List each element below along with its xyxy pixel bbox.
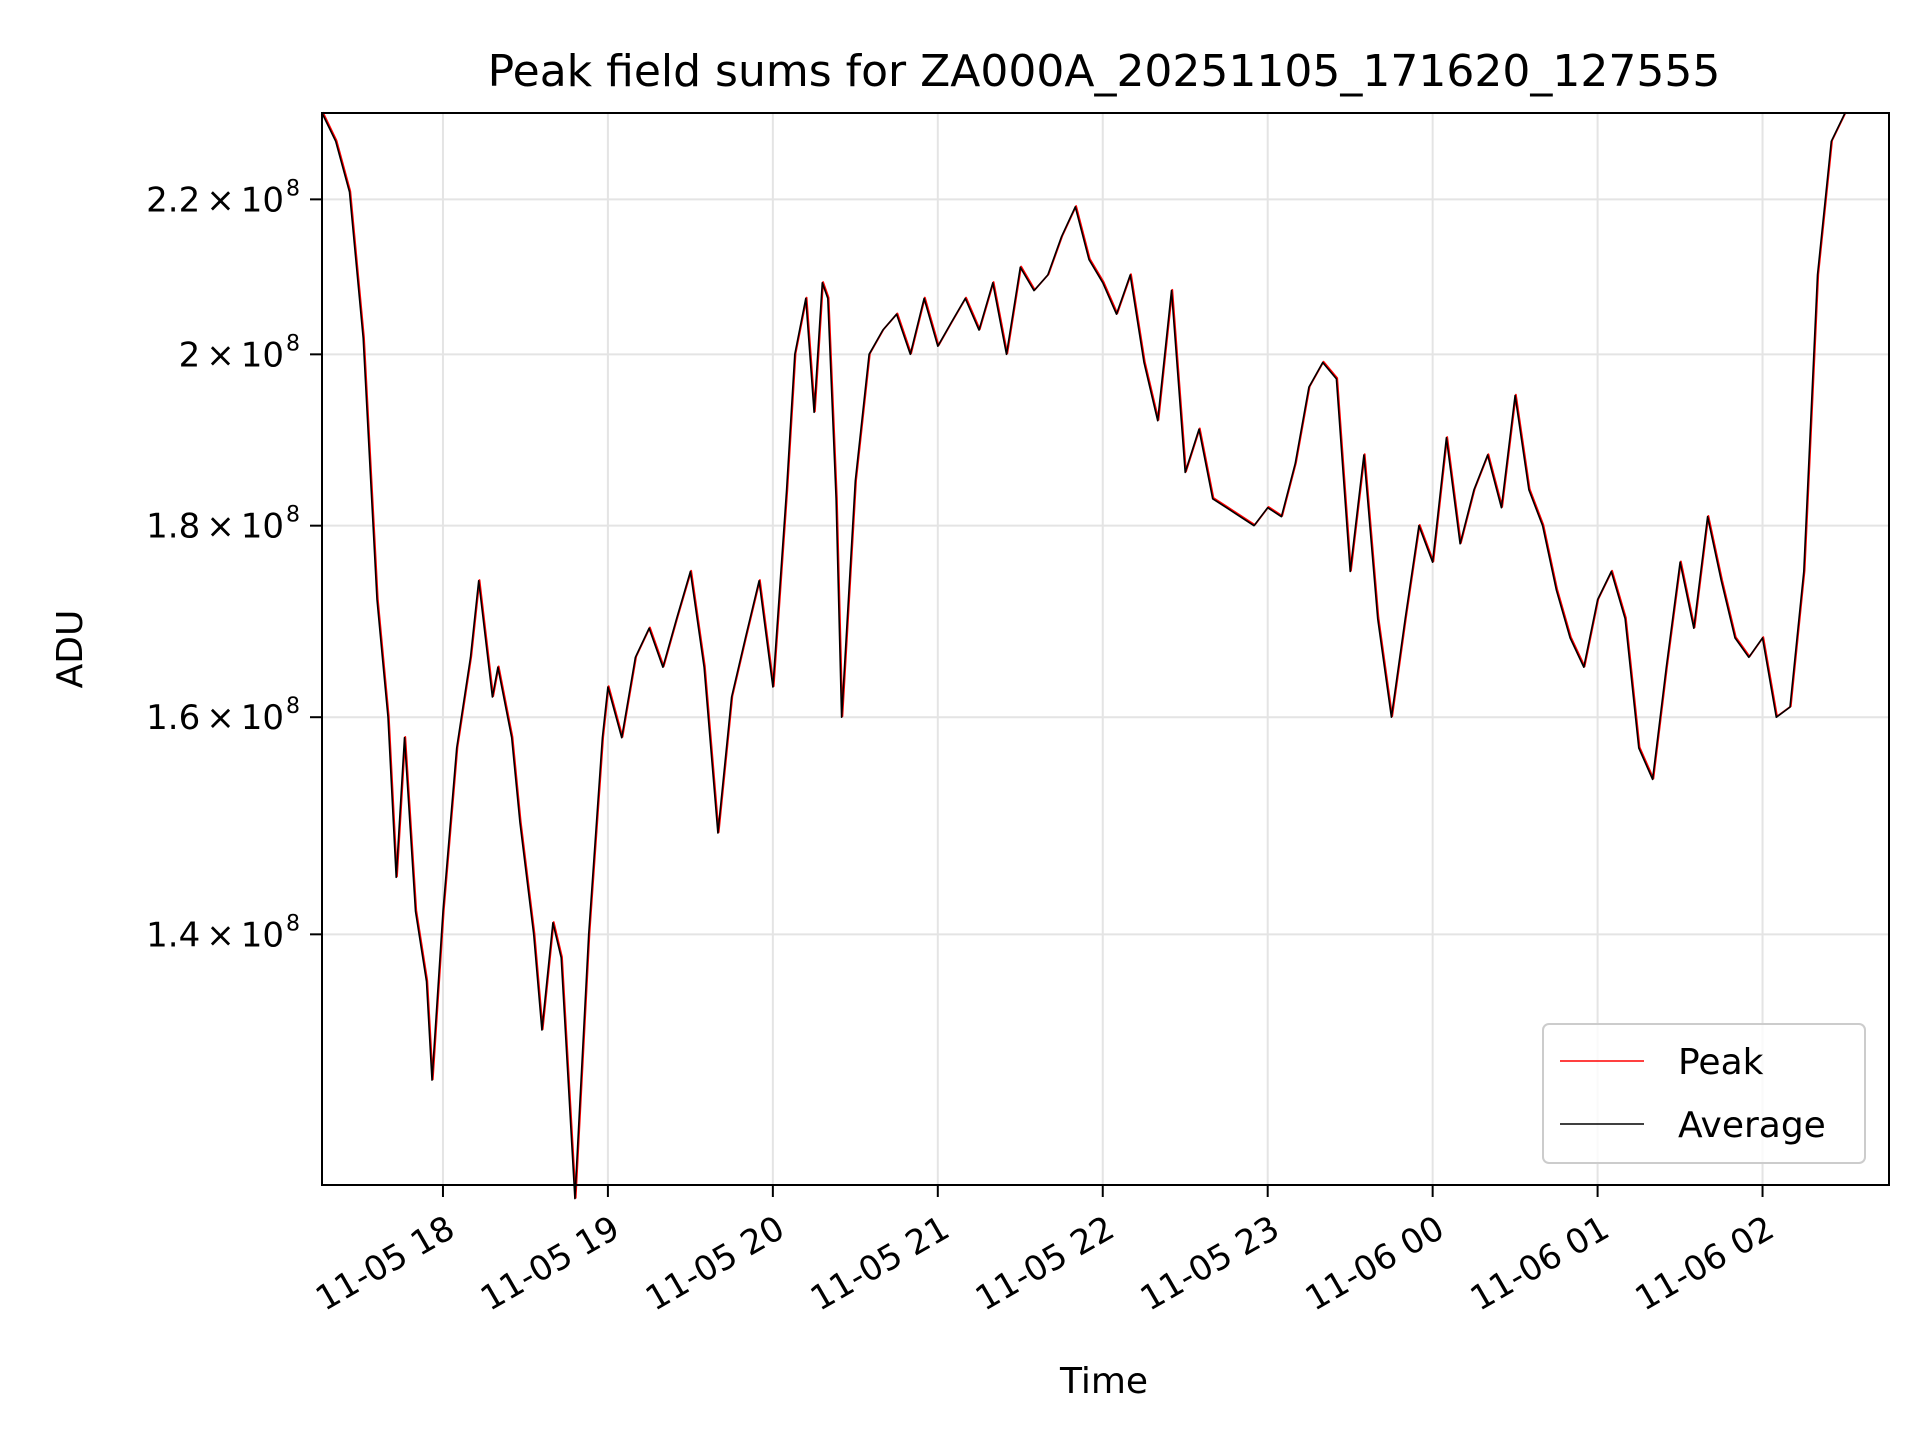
- y-tick-label: 1.6 × 108: [146, 694, 300, 738]
- y-tick-label: 1.4 × 108: [146, 911, 300, 955]
- legend-box: [1542, 1023, 1866, 1164]
- grid: [322, 113, 1889, 1185]
- chart-title: Peak field sums for ZA000A_20251105_1716…: [488, 46, 1721, 97]
- y-tick-label: 2 × 108: [179, 331, 300, 375]
- series-line-peak: [321, 111, 1847, 1199]
- legend-label-average: Average: [1678, 1105, 1826, 1146]
- y-axis: 1.4 × 108 1.6 × 108 1.8 × 108 2 × 108 2.2 × 108: [146, 176, 322, 955]
- legend-label-peak: Peak: [1678, 1042, 1764, 1083]
- plot-frame: [321, 112, 1890, 1186]
- series-line-average: [321, 112, 1846, 1200]
- plot-area: [321, 111, 1847, 1200]
- y-tick-label: 1.8 × 108: [146, 503, 300, 547]
- x-axis-label: Time: [1059, 1361, 1148, 1402]
- legend: Peak Average: [1542, 1023, 1866, 1164]
- y-tick-label: 2.2 × 108: [146, 176, 300, 220]
- y-axis-label: ADU: [50, 610, 91, 689]
